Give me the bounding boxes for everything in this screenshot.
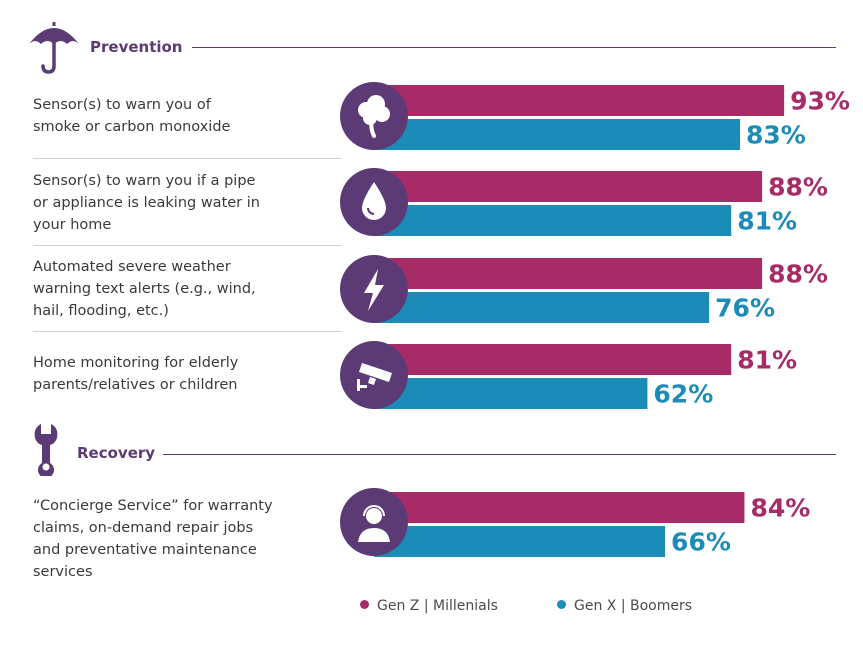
legend-label-gen-x: Gen X | Boomers: [574, 598, 693, 614]
label-line: smoke or carbon monoxide: [33, 119, 231, 135]
label-line: or appliance is leaking water in: [33, 195, 260, 211]
value-label-gen-x-2: 81%: [737, 207, 797, 236]
value-label-gen-x-4: 62%: [653, 380, 713, 409]
bar-gen-z-4: [374, 344, 732, 375]
bar-gen-x-3: [374, 292, 710, 323]
category-label-smoke: Sensor(s) to warn you of smoke or carbon…: [33, 94, 230, 138]
bar-gen-x-1: [374, 119, 741, 150]
smoke-icon: [340, 82, 408, 150]
bar-gen-x-2: [374, 205, 732, 236]
label-line: “Concierge Service” for warranty: [33, 498, 273, 514]
category-label-monitoring: Home monitoring for elderly parents/rela…: [33, 352, 238, 396]
value-label-gen-x-3: 76%: [715, 294, 775, 323]
value-label-gen-z-5: 84%: [750, 494, 810, 523]
legend-label-gen-z: Gen Z | Millenials: [377, 598, 498, 614]
label-line: services: [33, 564, 93, 580]
value-label-gen-z-3: 88%: [768, 260, 828, 289]
row-separator: [33, 245, 341, 246]
legend-dot-gen-x: [557, 600, 566, 609]
bar-gen-z-5: [374, 492, 745, 523]
legend-dot-gen-z: [360, 600, 369, 609]
headset-agent-icon: [340, 488, 408, 556]
value-label-gen-z-1: 93%: [790, 87, 850, 116]
label-line: and preventative maintenance: [33, 542, 257, 558]
section-title-prevention: Prevention: [90, 38, 183, 56]
water-drop-icon: [340, 168, 408, 236]
legend-gen-x: Gen X | Boomers: [557, 598, 692, 614]
value-label-gen-z-4: 81%: [737, 346, 797, 375]
bar-gen-x-5: [374, 526, 666, 557]
section-divider-recovery: [163, 454, 836, 455]
lightning-icon: [340, 255, 408, 323]
bar-gen-z-2: [374, 171, 763, 202]
label-line: Sensor(s) to warn you if a pipe: [33, 173, 256, 189]
wrench-icon: [34, 424, 58, 476]
umbrella-icon: [29, 22, 79, 74]
label-line: Automated severe weather: [33, 259, 231, 275]
value-label-gen-x-5: 66%: [671, 528, 731, 557]
category-label-weather: Automated severe weather warning text al…: [33, 256, 256, 322]
legend-gen-z: Gen Z | Millenials: [360, 598, 498, 614]
category-label-water: Sensor(s) to warn you if a pipe or appli…: [33, 170, 260, 236]
section-title-recovery: Recovery: [77, 444, 156, 462]
row-separator: [33, 158, 341, 159]
label-line: your home: [33, 217, 112, 233]
section-divider-prevention: [192, 47, 836, 48]
label-line: Home monitoring for elderly: [33, 355, 239, 371]
value-label-gen-x-1: 83%: [746, 121, 806, 150]
security-camera-icon: [340, 341, 408, 409]
label-line: hail, flooding, etc.): [33, 303, 169, 319]
label-line: claims, on-demand repair jobs: [33, 520, 254, 536]
label-line: parents/relatives or children: [33, 377, 238, 393]
label-line: warning text alerts (e.g., wind,: [33, 281, 256, 297]
bar-gen-z-1: [374, 85, 785, 116]
bar-gen-x-4: [374, 378, 648, 409]
value-label-gen-z-2: 88%: [768, 173, 828, 202]
category-label-concierge: “Concierge Service” for warranty claims,…: [33, 495, 273, 583]
bar-gen-z-3: [374, 258, 763, 289]
label-line: Sensor(s) to warn you of: [33, 97, 211, 113]
row-separator: [33, 331, 341, 332]
